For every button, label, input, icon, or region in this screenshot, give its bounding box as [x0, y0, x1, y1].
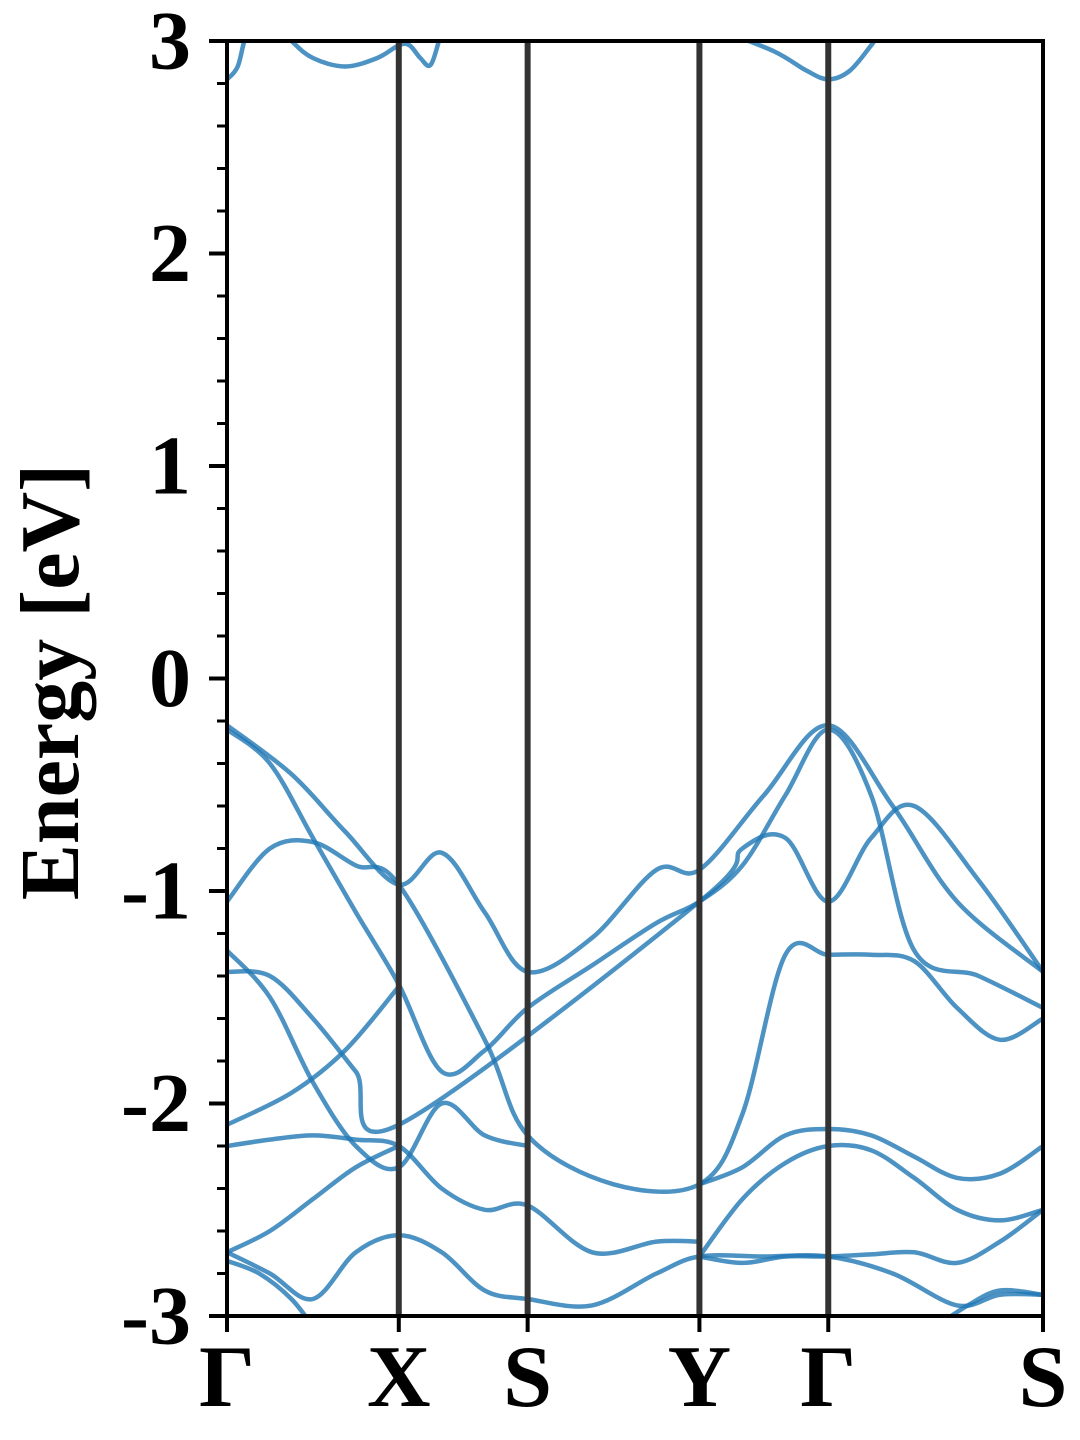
band-line-2: [227, 727, 1043, 1077]
band-line-16: [742, 41, 878, 82]
x-tick-label: Y: [668, 1329, 732, 1426]
x-tick-label: S: [1019, 1329, 1068, 1426]
plot-frame: [225, 39, 1045, 1318]
high-symmetry-lines: [395, 41, 832, 1316]
x-tick-label: Γ: [199, 1329, 255, 1426]
x-tick-label: S: [503, 1329, 552, 1426]
band-lines: [227, 41, 1043, 1316]
band-line-12: [697, 1207, 1043, 1266]
band-line-4: [227, 802, 1043, 1135]
band-line-6: [227, 984, 402, 1128]
band-line-15: [227, 41, 442, 82]
y-tick-label: 3: [149, 0, 191, 88]
x-tick-label: Γ: [800, 1329, 856, 1426]
band-line-1: [227, 723, 1043, 975]
y-tick-label: -1: [121, 845, 191, 938]
y-tick-label: 0: [149, 632, 191, 725]
band-line-11: [227, 1233, 1043, 1309]
y-tick-label: -3: [121, 1270, 191, 1363]
band-line-5: [227, 948, 530, 1172]
band-line-7: [227, 1133, 702, 1256]
plot-border: [225, 39, 1045, 1318]
x-tick-label: X: [367, 1329, 431, 1426]
band-line-14: [947, 1287, 1043, 1316]
y-axis-ticks: -3 -2 -1 0 1 2 3: [121, 0, 227, 1363]
band-line-9: [697, 1142, 1043, 1259]
y-tick-label: -2: [121, 1057, 191, 1150]
y-tick-label: 2: [149, 207, 191, 300]
band-line-3: [227, 838, 1043, 1194]
y-axis-label: Energy [eV]: [4, 464, 97, 900]
band-line-10: [227, 1143, 402, 1255]
band-line-8: [697, 1126, 1043, 1187]
y-tick-label: 1: [149, 420, 191, 513]
